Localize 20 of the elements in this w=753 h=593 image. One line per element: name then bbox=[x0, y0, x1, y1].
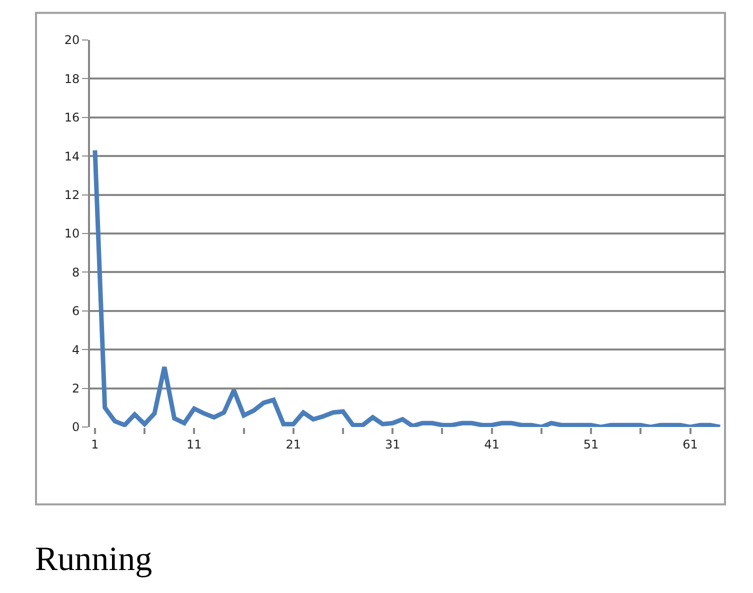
text: Running bbox=[35, 541, 152, 578]
y-tick-label: 18 bbox=[64, 72, 80, 86]
y-tick-label: 14 bbox=[64, 149, 80, 164]
x-tick-label: 1 bbox=[91, 437, 99, 452]
y-tick-label: 2 bbox=[72, 382, 80, 396]
x-tick-label: 31 bbox=[384, 437, 400, 452]
x-tick-label: 21 bbox=[286, 437, 302, 452]
x-tick-label: 41 bbox=[484, 437, 500, 452]
y-tick-label: 8 bbox=[72, 265, 80, 280]
y-tick-label: 6 bbox=[72, 304, 80, 318]
x-tick-label: 11 bbox=[186, 437, 202, 452]
y-tick-label: 16 bbox=[64, 110, 80, 125]
y-tick-label: 20 bbox=[64, 33, 80, 48]
x-tick-label: 51 bbox=[583, 437, 599, 452]
y-tick-label: 4 bbox=[72, 342, 80, 357]
y-tick-label: 0 bbox=[72, 420, 80, 434]
y-tick-label: 12 bbox=[64, 188, 80, 202]
line-series bbox=[92, 148, 722, 427]
x-tick-label: 61 bbox=[682, 437, 698, 452]
y-tick-label: 10 bbox=[64, 226, 80, 241]
